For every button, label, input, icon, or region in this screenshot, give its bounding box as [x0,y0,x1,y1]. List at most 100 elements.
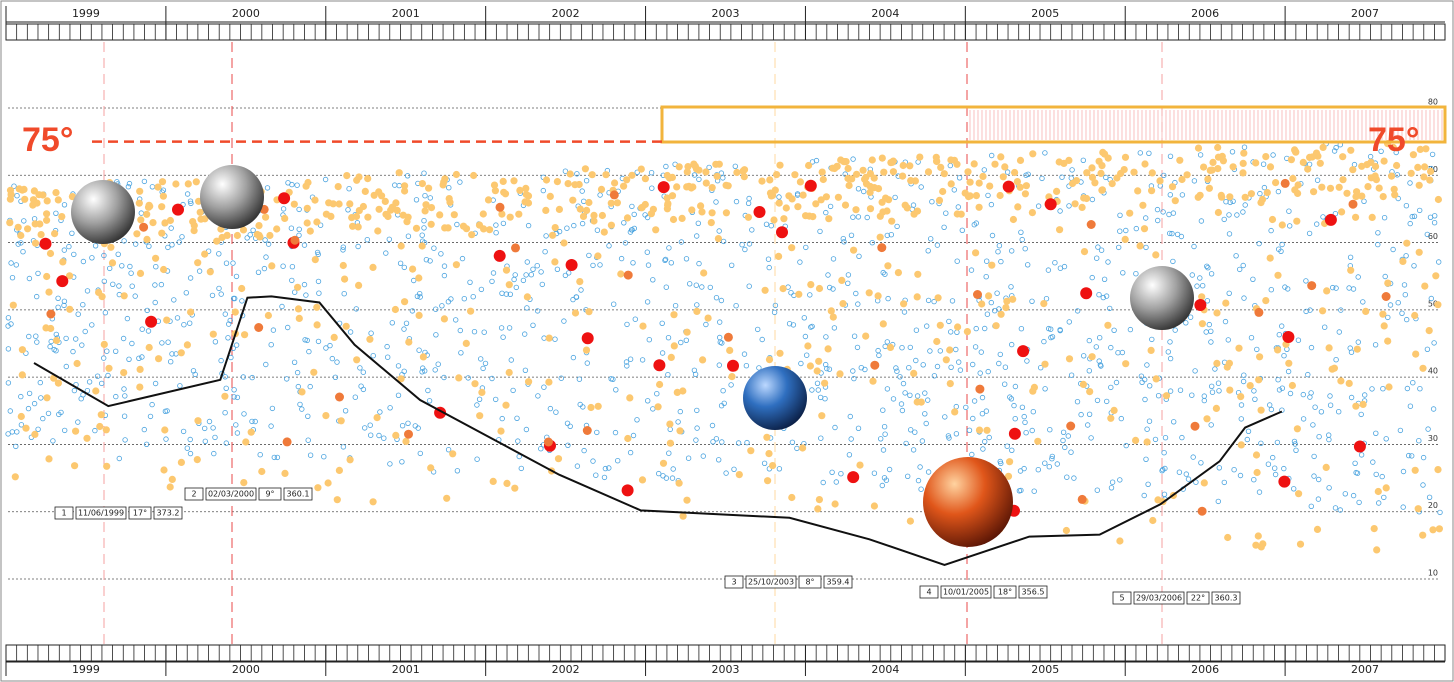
blue-dot [1408,453,1415,459]
blue-dot [152,380,159,387]
blue-dot [578,287,584,293]
blue-dot [666,450,672,456]
orange-dot [1364,183,1372,191]
blue-dot [1012,383,1019,390]
blue-dot [1333,144,1339,151]
blue-dot [720,238,727,245]
orange-dot [1339,153,1347,161]
orange-dot [933,157,941,165]
blue-dot [55,295,61,301]
blue-dot [649,185,655,191]
blue-dot [678,239,685,245]
orange-dot [1294,181,1302,189]
orange-dot [765,356,774,364]
blue-dot [528,272,534,278]
blue-dot [433,306,439,312]
orange-dot [1088,353,1096,361]
orange-dot [590,217,598,225]
orange-dot [1152,375,1160,383]
blue-dot [216,285,222,292]
orange-dot [666,420,674,428]
blue-dot [1198,460,1204,466]
blue-dot [289,264,296,270]
blue-dot [988,299,994,306]
orange-dot [1080,248,1089,256]
blue-dot [1154,206,1161,213]
orange-dot [583,206,591,214]
blue-dot [395,363,402,369]
blue-dot [1118,415,1124,422]
blue-dot [696,260,702,267]
orange-dot [1229,163,1237,171]
orange-dot [525,378,533,386]
orange-dot [384,212,392,221]
blue-dot [289,277,295,284]
blue-dot [1166,230,1173,237]
orange-dot [510,177,518,185]
blue-dot [223,385,229,391]
orange-dot [935,196,944,204]
orange-dot [566,170,574,178]
blue-dot [1282,284,1288,290]
blue-dot [765,256,772,262]
orange-dot [172,180,180,188]
orange-dot [886,343,895,351]
red-dot [1190,421,1200,431]
blue-dot [489,278,495,285]
blue-dot [1161,450,1167,456]
blue-dot [1312,404,1318,410]
blue-dot [855,425,862,431]
blue-dot [1337,507,1343,513]
orange-dot [1001,163,1009,171]
blue-dot [129,283,135,289]
orange-dot [704,314,712,322]
blue-dot [1108,485,1115,491]
blue-dot [1097,362,1104,368]
blue-dot [1065,433,1071,439]
red-dot [877,243,887,253]
orange-dot [913,207,922,215]
blue-dot [1161,172,1167,179]
blue-dot [809,159,816,165]
blue-dot [853,290,859,297]
blue-dot [945,433,952,439]
orange-dot [807,281,815,289]
blue-dot [261,265,268,272]
orange-dot [47,324,55,333]
orange-dot [43,216,51,224]
orange-dot [412,224,421,232]
orange-dot [404,213,412,221]
blue-dot [882,431,888,437]
blue-dot [165,339,171,345]
blue-dot [948,329,954,335]
orange-dot [1108,180,1116,188]
blue-dot [1169,230,1175,237]
orange-dot [1414,163,1422,171]
blue-dot [854,344,861,351]
blue-dot [66,243,72,250]
blue-dot [102,310,109,316]
orange-dot [900,300,908,308]
orange-dot [108,259,117,267]
orange-dot [576,278,584,286]
blue-dot [621,220,627,226]
y-tick-label: 50 [1428,299,1438,308]
blue-dot [1208,383,1215,389]
blue-dot [833,479,839,485]
orange-dot [1316,159,1324,167]
blue-dot [506,325,513,331]
blue-dot [574,171,580,177]
blue-dot [713,295,720,301]
orange-dot [1171,197,1179,205]
blue-dot [1117,228,1123,234]
red-dot [776,226,788,239]
orange-dot [815,284,824,293]
orange-dot [853,170,861,178]
orange-dot [940,170,948,178]
blue-dot [897,374,903,380]
blue-dot [717,319,723,325]
orange-dot [1091,179,1099,187]
orange-dot [18,371,26,379]
blue-dot [1250,276,1256,282]
orange-dot [656,380,664,389]
